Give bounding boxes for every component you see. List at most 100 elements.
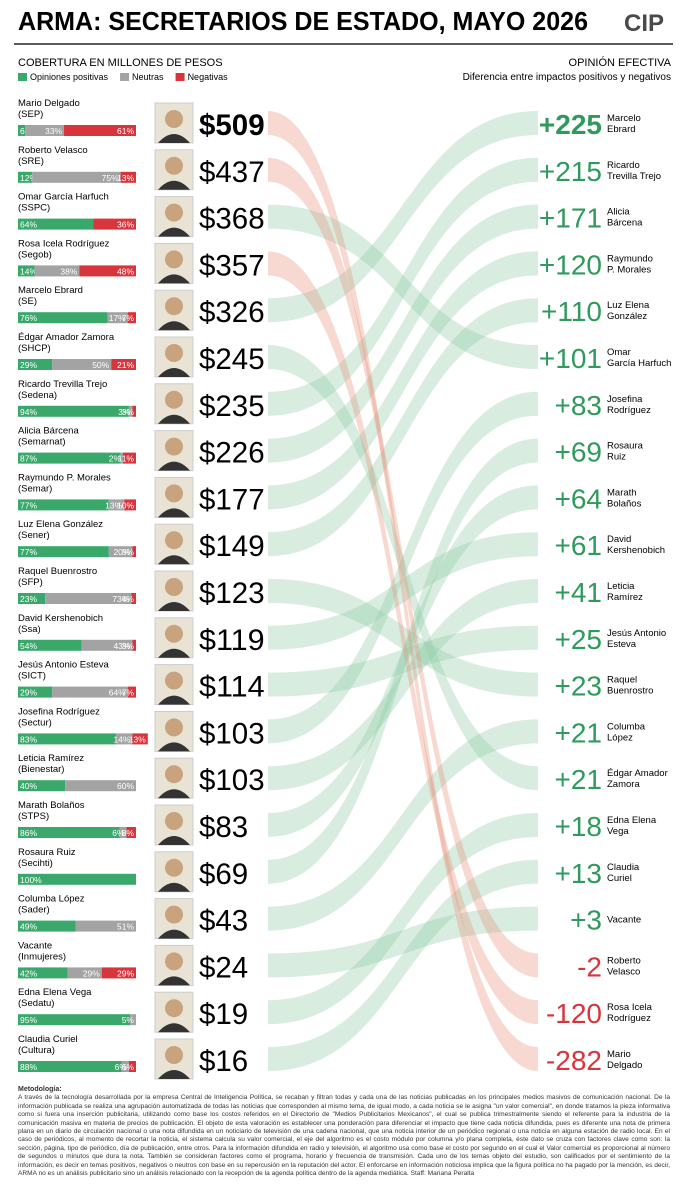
bar-label: 8% (122, 828, 135, 838)
bar-label: 77% (20, 547, 37, 557)
bar-segment (18, 125, 26, 136)
bar-segment (64, 125, 136, 136)
bar-segment (25, 125, 65, 136)
bar-label: 23% (20, 594, 37, 604)
photo-face (165, 297, 183, 316)
bar-label: 61% (117, 126, 134, 136)
ranking-name: González (607, 311, 647, 322)
bar-segment (18, 780, 66, 792)
photo-face (165, 718, 183, 737)
bar-label: 77% (20, 500, 37, 510)
photo-body (158, 695, 190, 705)
coverage: $235 (199, 390, 265, 423)
bar-segment (18, 733, 116, 745)
bar-segment (132, 546, 136, 558)
bar-segment (124, 499, 136, 511)
bar-label: 6% (112, 828, 125, 838)
official-dept: (Segob) (18, 249, 52, 260)
bar-label: 64% (109, 688, 126, 698)
bar-segment (45, 593, 132, 604)
official-dept: (Sectur) (18, 717, 52, 728)
bar-label: 29% (117, 968, 134, 978)
score: +18 (555, 811, 603, 842)
bar-label: 38% (60, 266, 77, 276)
score: +83 (555, 390, 603, 421)
bar-label: 5% (122, 1015, 135, 1025)
ribbon (268, 157, 538, 978)
ranking-name: Edna Elena (607, 815, 657, 826)
bar-segment (115, 733, 133, 745)
bar-segment (131, 593, 136, 604)
bar-segment (127, 686, 136, 698)
bar-label: 4% (122, 594, 135, 604)
bar-segment (127, 312, 136, 324)
bar-label: 29% (20, 688, 37, 698)
bar-segment (32, 171, 121, 183)
bar-label: 6% (115, 1062, 128, 1072)
photo-body (158, 882, 190, 892)
coverage: $119 (199, 624, 265, 657)
legend-label: Opiniones positivas (30, 72, 109, 82)
bar-label: 86% (20, 828, 37, 838)
score: +21 (555, 717, 603, 748)
ranking-name: P. Morales (607, 264, 651, 275)
bar-label: 87% (20, 454, 37, 464)
ribbon (268, 251, 538, 510)
ribbon (268, 251, 538, 1025)
bar-segment (111, 359, 136, 370)
ribbon (268, 391, 538, 744)
bar-label: 100% (20, 875, 42, 885)
legend-swatch (18, 73, 27, 81)
score: -282 (546, 1045, 602, 1076)
photo-face (165, 905, 183, 924)
official-dept: (SEP) (18, 109, 43, 120)
ranking-name: Raymundo (607, 253, 653, 264)
photo-face (165, 531, 183, 550)
coverage: $103 (199, 717, 265, 750)
photo-face (165, 765, 183, 784)
ribbon (268, 532, 538, 650)
ranking-name: Édgar Amador (607, 768, 668, 779)
bar-label: 11% (118, 454, 135, 464)
bar-segment (52, 686, 128, 698)
ranking-name: Rosa Icela (607, 1002, 653, 1013)
photo-body (158, 648, 190, 658)
photo-body (158, 227, 190, 237)
photo-face (165, 812, 183, 830)
official-name: Roberto Velasco (18, 145, 88, 156)
bar-segment (121, 1061, 129, 1072)
bar-label: 14% (20, 266, 37, 276)
score: +13 (555, 858, 603, 889)
bar-segment (79, 265, 136, 277)
coverage: $245 (199, 343, 265, 376)
bar-segment (18, 686, 53, 698)
ranking-name: Delgado (607, 1060, 642, 1071)
official-dept: (SE) (18, 296, 37, 307)
bar-label: 29% (20, 360, 37, 370)
ranking-name: Leticia (607, 581, 635, 592)
bar-label: 76% (20, 313, 37, 323)
official-name: Édgar Amador Zamora (18, 332, 115, 343)
bar-label: 13% (117, 173, 134, 183)
bar-segment (119, 827, 127, 838)
ribbon (268, 719, 538, 931)
left-header: COBERTURA EN MILLONES DE PESOS (18, 57, 223, 69)
bar-label: 60% (117, 781, 134, 791)
bar-segment (81, 639, 133, 651)
photo-body (158, 508, 190, 518)
photo-body (158, 1023, 190, 1033)
bar-segment (18, 1061, 122, 1072)
official-dept: (SFP) (18, 577, 43, 588)
methodology-text: A través de la tecnología desarrollada p… (18, 1094, 670, 1178)
coverage: $177 (199, 483, 265, 516)
bar-label: 21% (117, 360, 134, 370)
photo-face (165, 858, 183, 877)
ranking-name: Rodríguez (607, 1013, 651, 1024)
official-dept: (Sedatu) (18, 998, 54, 1009)
official-name: Rosa Icela Rodríguez (18, 238, 110, 249)
score: +64 (555, 483, 603, 514)
ranking-name: David (607, 534, 631, 545)
bar-segment (18, 827, 120, 838)
official-dept: (SRE) (18, 156, 44, 167)
photo-body (158, 1070, 190, 1079)
